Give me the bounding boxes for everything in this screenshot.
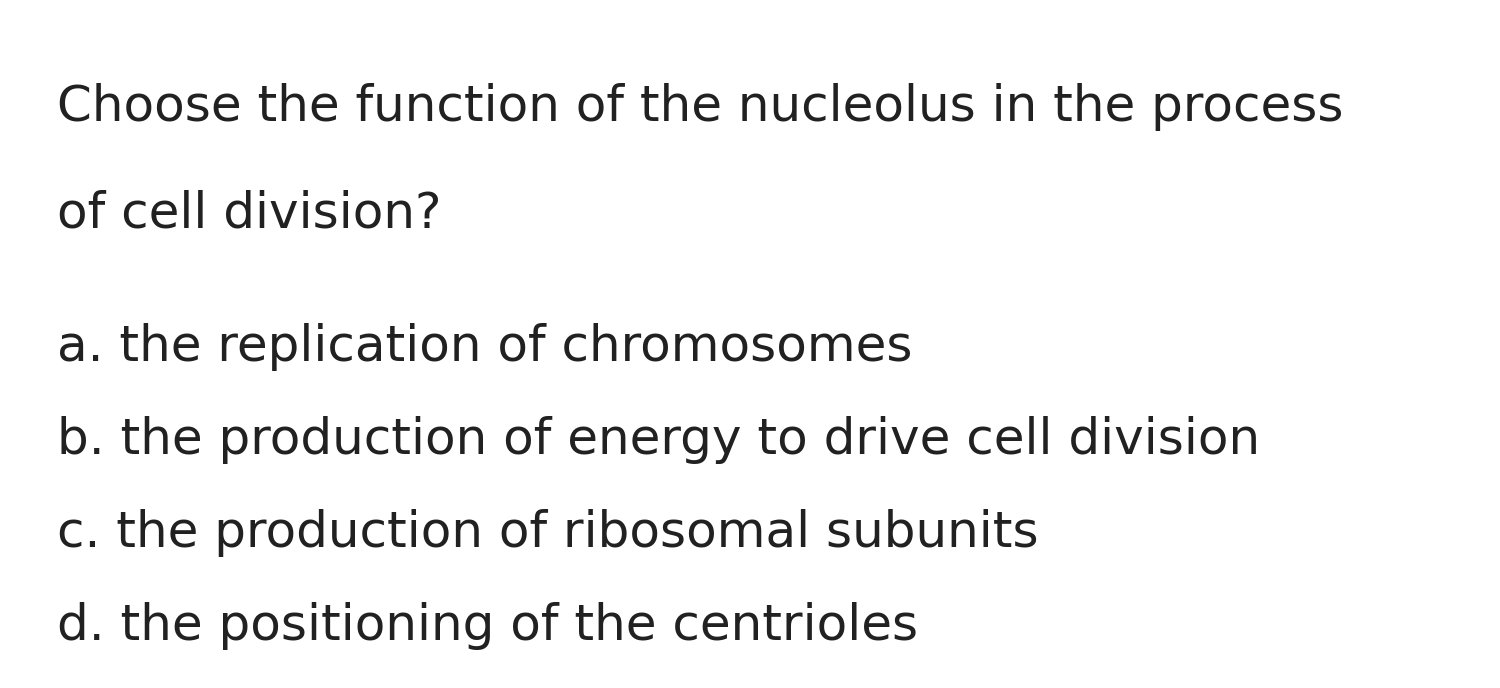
Text: Choose the function of the nucleolus in the process: Choose the function of the nucleolus in … (57, 83, 1344, 131)
Text: c. the production of ribosomal subunits: c. the production of ribosomal subunits (57, 509, 1038, 557)
Text: b. the production of energy to drive cell division: b. the production of energy to drive cel… (57, 416, 1260, 464)
Text: of cell division?: of cell division? (57, 189, 441, 237)
Text: d. the positioning of the centrioles: d. the positioning of the centrioles (57, 602, 918, 650)
Text: a. the replication of chromosomes: a. the replication of chromosomes (57, 323, 912, 372)
